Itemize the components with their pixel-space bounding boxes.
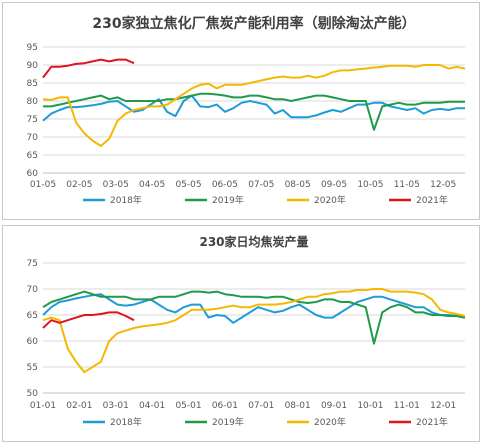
- x-tick-label: 11-01: [394, 401, 420, 411]
- x-tick-label: 06-05: [212, 180, 238, 190]
- legend-label: 2020年: [314, 194, 346, 206]
- x-tick-label: 03-05: [103, 180, 129, 190]
- series-line-2021年: [42, 58, 135, 79]
- legend-label: 2018年: [110, 194, 142, 206]
- legend-label: 2021年: [416, 194, 448, 206]
- x-tick-label: 02-01: [66, 401, 92, 411]
- x-tick-label: 05-01: [175, 401, 201, 411]
- legend-label: 2019年: [212, 194, 244, 206]
- x-tick-label: 04-05: [139, 180, 165, 190]
- x-tick-label: 10-01: [357, 401, 383, 411]
- y-tick-label: 90: [27, 61, 39, 71]
- series-line-2019年: [42, 290, 466, 345]
- y-tick-label: 65: [27, 151, 38, 161]
- y-tick-label: 70: [27, 285, 39, 295]
- x-tick-label: 07-01: [248, 401, 274, 411]
- chart-title: 230家日均焦炭产量: [199, 234, 308, 249]
- series-line-2019年: [43, 92, 465, 131]
- x-tick-label: 08-01: [285, 401, 311, 411]
- daily-coke-output-chart: 230家日均焦炭产量 50 55 60 65 70 75 01-01 02-01 03-01 04-…: [27, 234, 466, 428]
- x-tick-label: 01-05: [30, 180, 56, 190]
- y-tick-label: 60: [27, 337, 39, 347]
- y-tick-label: 95: [27, 43, 38, 53]
- series-line-2020年: [42, 64, 466, 147]
- series-line-2018年: [42, 94, 465, 122]
- x-tick-label: 06-01: [212, 401, 238, 411]
- series-line-2020年: [42, 288, 466, 374]
- x-tick-label: 09-05: [321, 180, 347, 190]
- x-tick-label: 11-05: [394, 180, 420, 190]
- x-tick-label: 12-05: [430, 180, 456, 190]
- y-tick-label: 55: [27, 363, 38, 373]
- x-tick-label: 03-01: [103, 401, 129, 411]
- x-tick-label: 12-01: [430, 401, 456, 411]
- legend-label: 2020年: [314, 416, 346, 428]
- y-tick-label: 75: [27, 115, 38, 125]
- x-tick-label: 08-05: [285, 180, 311, 190]
- x-tick-label: 10-05: [357, 180, 383, 190]
- series-line-2021年: [42, 311, 135, 329]
- chart-title: 230家独立焦化厂焦炭产能利用率（剔除淘汰产能）: [92, 15, 415, 32]
- y-tick-label: 75: [27, 259, 38, 269]
- legend-label: 2018年: [110, 416, 142, 428]
- legend-label: 2021年: [416, 416, 448, 428]
- chart-panel-capacity: 230家独立焦化厂焦炭产能利用率（剔除淘汰产能） 60 65 70 75 80 85 90 95…: [2, 2, 480, 220]
- y-tick-label: 60: [27, 169, 39, 179]
- y-tick-label: 80: [27, 97, 39, 107]
- x-tick-label: 05-05: [175, 180, 201, 190]
- y-tick-label: 50: [27, 389, 39, 399]
- legend-label: 2019年: [212, 416, 244, 428]
- y-tick-label: 85: [27, 79, 38, 89]
- y-tick-label: 70: [27, 133, 39, 143]
- chart-panel-output: 230家日均焦炭产量 50 55 60 65 70 75 01-01 02-01 03-01 04-…: [2, 225, 480, 442]
- series-line-2018年: [42, 293, 466, 324]
- y-tick-label: 65: [27, 311, 38, 321]
- x-tick-label: 02-05: [66, 180, 92, 190]
- x-tick-label: 07-05: [248, 180, 274, 190]
- x-tick-label: 04-01: [139, 401, 165, 411]
- x-tick-label: 01-01: [30, 401, 56, 411]
- capacity-utilization-chart: 230家独立焦化厂焦炭产能利用率（剔除淘汰产能） 60 65 70 75 80 85 90 95…: [27, 15, 466, 206]
- x-tick-label: 09-01: [321, 401, 347, 411]
